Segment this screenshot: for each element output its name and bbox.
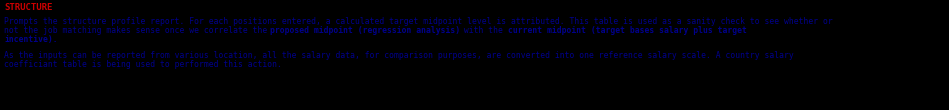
- Text: proposed midpoint (regression analysis): proposed midpoint (regression analysis): [270, 26, 460, 35]
- Text: incentive).: incentive).: [4, 35, 58, 44]
- Text: Prompts the structure profile report. For each positions entered, a calculated t: Prompts the structure profile report. Fo…: [4, 17, 833, 26]
- Text: STRUCTURE: STRUCTURE: [4, 3, 52, 12]
- Text: As the inputs can be reported from various location, all the salary data, for co: As the inputs can be reported from vario…: [4, 51, 793, 60]
- Text: not the job matching makes sense once we correlate the: not the job matching makes sense once we…: [4, 26, 272, 35]
- Text: with the: with the: [459, 26, 508, 35]
- Text: current midpoint (target bases salary plus target: current midpoint (target bases salary pl…: [508, 26, 746, 35]
- Text: coefficiant table is being used to performed this action.: coefficiant table is being used to perfo…: [4, 60, 282, 69]
